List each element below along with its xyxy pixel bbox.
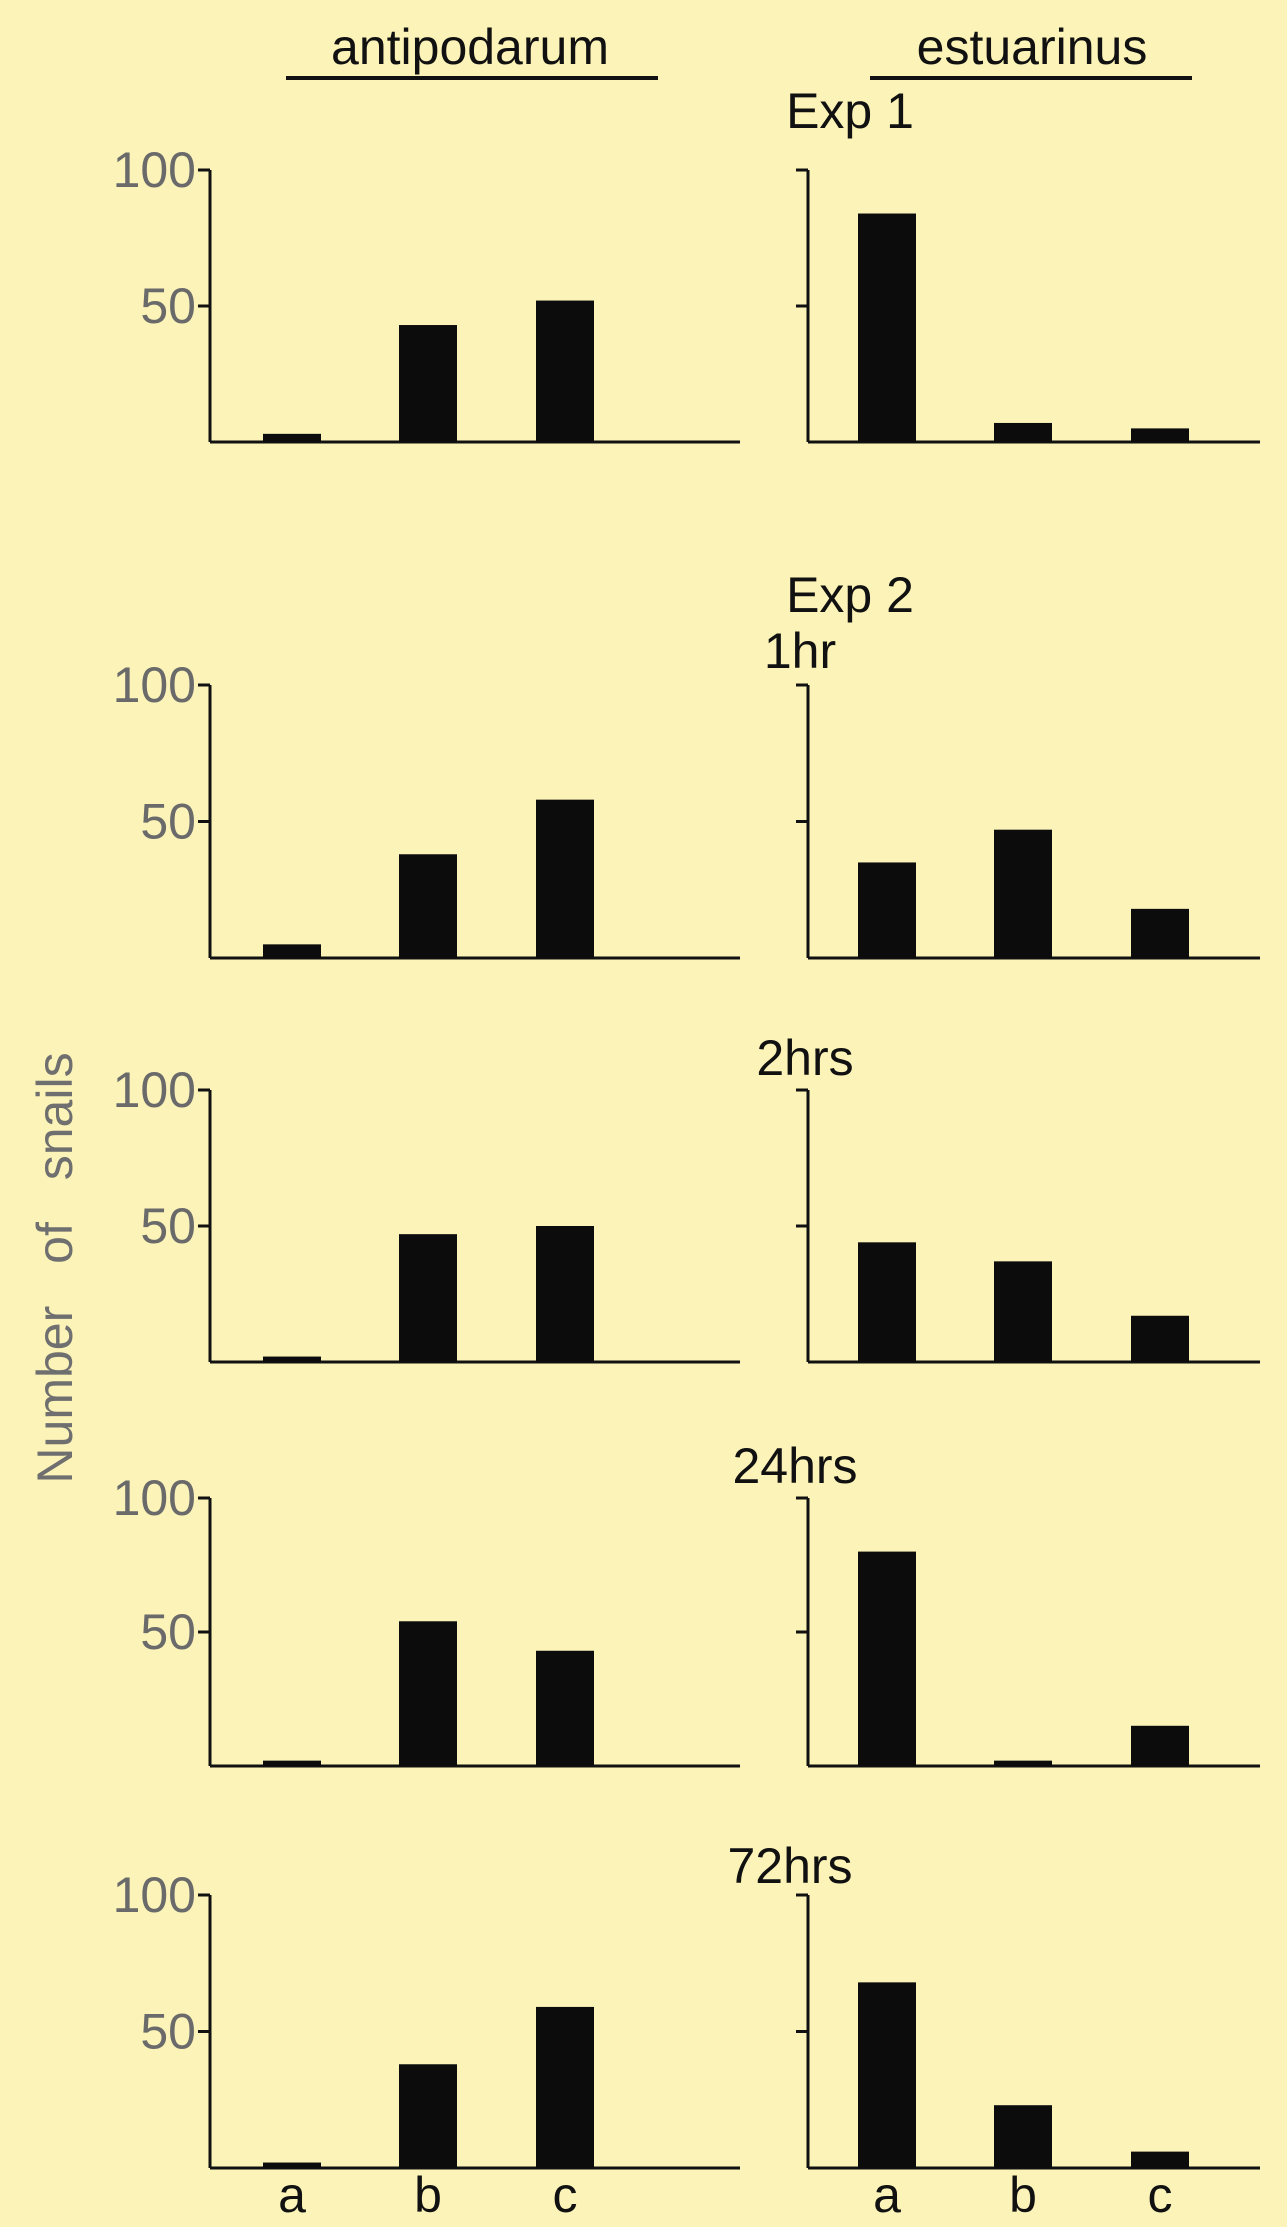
row-label-1hr: 1hr [764,623,836,679]
y-axis-label: Number of snails [27,1052,83,1483]
bar-c [536,1650,594,1766]
bar-a [858,862,916,958]
bar-c [536,2006,594,2168]
panel-2hrs-estuarinus [796,1088,1260,1364]
x-tick-label-c: c [1148,2167,1173,2223]
bar-b [399,1621,457,1766]
bar-b [994,1760,1052,1766]
x-tick-label-c: c [553,2167,578,2223]
bar-a [263,1356,321,1362]
bar-b [994,1261,1052,1362]
y-tick-label-50: 50 [140,1604,196,1660]
panel-24hrs-antipodarum: 50 100 [113,1470,740,1768]
column-header-antipodarum: antipodarum [331,19,609,75]
row-label-exp-1: Exp 1 [786,83,914,139]
panel-2hrs-antipodarum: 50 100 [113,1062,740,1364]
row-label-2hrs: 2hrs [756,1030,853,1086]
bar-a [858,1551,916,1766]
y-tick-label-50: 50 [140,278,196,334]
bar-a [858,213,916,442]
y-tick-label-50: 50 [140,794,196,850]
y-tick-label-100: 100 [113,657,196,713]
y-tick-label-100: 100 [113,142,196,198]
y-tick-label-50: 50 [140,1198,196,1254]
panel-72hrs-estuarinus: a b c [796,1893,1260,2223]
bar-a [263,433,321,442]
bar-a [858,1982,916,2168]
y-tick-label-50: 50 [140,2004,196,2060]
bar-a [263,2162,321,2168]
bar-a [858,1242,916,1362]
bar-c [1131,1315,1189,1362]
row-label-exp-2: Exp 2 [786,567,914,623]
bar-b [399,1234,457,1362]
x-tick-label-b: b [414,2167,442,2223]
panel-exp-1-antipodarum: 50 100 [113,142,740,444]
y-tick-label-100: 100 [113,1062,196,1118]
bar-c [1131,2151,1189,2168]
x-tick-label-b: b [1009,2167,1037,2223]
bar-c [536,300,594,442]
bar-c [536,799,594,958]
row-label-24hrs: 24hrs [732,1438,857,1494]
x-tick-label-a: a [873,2167,901,2223]
y-tick-label-100: 100 [113,1470,196,1526]
panel-exp-2-1hr-estuarinus [796,683,1260,960]
bar-b [399,854,457,958]
bar-b [994,829,1052,958]
bar-c [1131,1725,1189,1766]
x-tick-label-a: a [278,2167,306,2223]
column-header-estuarinus: estuarinus [917,19,1148,75]
bar-b [994,2105,1052,2168]
bar-c [1131,908,1189,958]
y-tick-label-100: 100 [113,1867,196,1923]
panel-exp-1-estuarinus [796,168,1260,444]
panel-exp-2-1hr-antipodarum: 50 100 [113,657,740,960]
bar-c [536,1226,594,1362]
bar-b [994,422,1052,442]
panel-72hrs-antipodarum: 50 100 a b c [113,1867,740,2223]
panel-24hrs-estuarinus [796,1496,1260,1768]
bar-b [399,2064,457,2168]
row-label-72hrs: 72hrs [727,1838,852,1894]
bar-c [1131,428,1189,442]
bar-a [263,944,321,958]
bar-a [263,1760,321,1766]
bar-b [399,325,457,442]
